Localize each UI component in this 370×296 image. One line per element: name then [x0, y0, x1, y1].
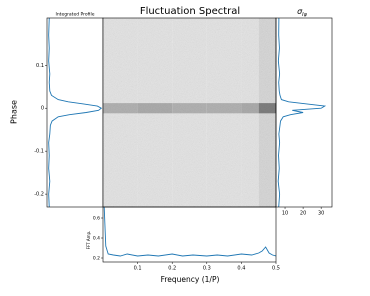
- noise-texture: [103, 18, 276, 207]
- line-group: [48, 18, 103, 207]
- data-line: [103, 207, 276, 257]
- data-line: [48, 18, 103, 207]
- x-tick-label: 0.4: [237, 266, 245, 272]
- x-tick-label: 0.1: [134, 266, 142, 272]
- x-tick-label: 30: [318, 211, 324, 217]
- panel-frame: [46, 17, 104, 208]
- x-tick-label: 0.3: [203, 266, 211, 272]
- y-tick-label: 0.1: [36, 63, 44, 69]
- profile-title: Integrated Profile: [56, 12, 95, 18]
- fft-y-label: FFT Amp.: [86, 231, 91, 250]
- line-group: [103, 207, 276, 257]
- y-axis-label: Phase: [10, 100, 19, 124]
- panel-frame: [275, 17, 333, 208]
- y-tick-label: 0: [41, 106, 44, 112]
- y-tick-label: -0.1: [34, 149, 44, 155]
- x-axis-label: Frequency (1/P): [161, 275, 220, 284]
- data-line: [277, 18, 327, 207]
- y-tick-label: 0.4: [93, 236, 100, 242]
- line-group: [277, 18, 327, 207]
- x-tick-label: 10: [282, 211, 288, 217]
- panel-frame: [102, 206, 277, 263]
- x-tick-label: 20: [300, 211, 306, 217]
- x-tick-label: 0.5: [272, 266, 280, 272]
- sigma-title-main: σ: [297, 7, 303, 16]
- y-tick-label: -0.2: [34, 192, 44, 198]
- sigma-title-sub: Iφ: [302, 12, 307, 18]
- main-title: Fluctuation Spectral: [140, 6, 240, 17]
- x-tick-label: 0.2: [168, 266, 176, 272]
- y-tick-label: 0.2: [93, 256, 100, 262]
- sigma-title: σIφ: [297, 7, 308, 18]
- y-tick-label: 0.6: [93, 216, 100, 222]
